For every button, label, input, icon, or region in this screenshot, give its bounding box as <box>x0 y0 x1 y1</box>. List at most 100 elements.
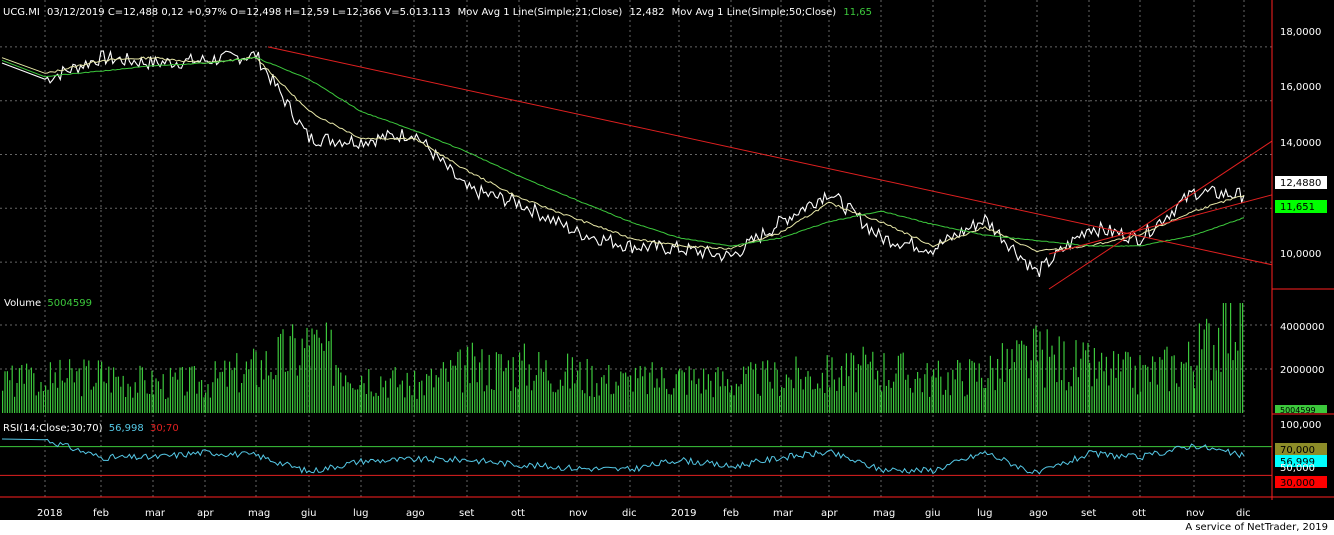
volume-bar <box>535 375 537 413</box>
volume-bar <box>1232 360 1234 413</box>
volume-bar <box>1164 349 1166 413</box>
volume-bar <box>155 378 157 413</box>
volume-bar <box>129 386 131 413</box>
rsi-lower-text: 30,000 <box>1280 478 1315 489</box>
volume-bar <box>785 374 787 413</box>
volume-bar <box>382 387 384 413</box>
volume-bar <box>1089 362 1091 413</box>
volume-bar <box>931 376 933 413</box>
volume-bar <box>809 376 811 413</box>
volume-bar <box>299 365 301 413</box>
volume-bar <box>361 376 363 413</box>
volume-bar <box>1018 344 1020 413</box>
volume-bar <box>275 375 277 413</box>
volume-bar <box>57 387 59 413</box>
volume-bar <box>605 383 607 413</box>
volume-bar <box>483 391 485 413</box>
volume-bar <box>531 390 533 413</box>
volume-bar <box>385 380 387 413</box>
volume-bar <box>1105 356 1107 413</box>
volume-bar <box>686 394 688 413</box>
volume-bar <box>1096 378 1098 413</box>
volume-bar <box>945 389 947 413</box>
volume-bar <box>528 364 530 413</box>
volume-bar <box>167 397 169 413</box>
volume-bar <box>1144 364 1146 413</box>
volume-bar <box>1139 355 1141 413</box>
x-tick-label: lug <box>977 508 992 519</box>
volume-bar <box>819 388 821 413</box>
volume-tick: 4000000 <box>1280 322 1325 333</box>
volume-bar <box>957 360 959 413</box>
volume-bar <box>76 371 78 413</box>
volume-bar <box>198 381 200 413</box>
volume-bar <box>550 383 552 413</box>
volume-bar <box>115 376 117 413</box>
ma50-line <box>1 57 1245 247</box>
volume-bar <box>781 387 783 413</box>
volume-bar <box>843 386 845 413</box>
volume-bar <box>471 342 473 413</box>
volume-bar <box>831 357 833 413</box>
volume-bar <box>193 366 195 413</box>
volume-bar <box>961 381 963 413</box>
volume-bar <box>586 359 588 413</box>
volume-bar <box>885 385 887 413</box>
volume-bar <box>964 396 966 413</box>
volume-bar <box>430 369 432 413</box>
volume-bar <box>681 370 683 413</box>
volume-bar <box>1215 370 1217 413</box>
volume-bar <box>790 379 792 413</box>
ma50-badge-text: 11,651 <box>1280 202 1315 213</box>
x-tick-label: set <box>1081 508 1096 519</box>
volume-bar <box>236 353 238 413</box>
volume-bar <box>639 366 641 413</box>
volume-bar <box>399 384 401 413</box>
volume-bar <box>1080 358 1082 413</box>
volume-bar <box>564 371 566 413</box>
volume-bar <box>217 378 219 413</box>
volume-bar <box>440 369 442 413</box>
x-tick-label: nov <box>569 508 587 519</box>
volume-bar <box>97 360 99 413</box>
volume-bar <box>555 392 557 413</box>
volume-bar <box>263 379 265 413</box>
volume-bar <box>387 397 389 413</box>
rsi-lower-badge <box>1275 476 1327 488</box>
volume-bar <box>821 372 823 413</box>
x-tick-label: feb <box>93 508 109 519</box>
volume-bar <box>897 355 899 413</box>
volume-bar <box>814 388 816 413</box>
volume-bar <box>1033 328 1035 413</box>
volume-bar <box>997 359 999 413</box>
volume-bar <box>49 362 51 413</box>
volume-bar <box>1056 382 1058 413</box>
volume-bar <box>212 382 214 413</box>
volume-bar <box>1030 360 1032 413</box>
rsi-upper-badge <box>1275 443 1327 455</box>
volume-bar <box>507 360 509 413</box>
volume-bar <box>81 396 83 413</box>
volume-bar <box>9 380 11 413</box>
volume-bar <box>377 395 379 413</box>
volume-bar <box>450 360 452 413</box>
volume-bar <box>447 381 449 413</box>
volume-bar <box>999 378 1001 413</box>
volume-bar <box>637 378 639 413</box>
volume-bar <box>860 365 862 413</box>
volume-bar <box>752 369 754 413</box>
volume-bar <box>1120 371 1122 413</box>
volume-bar <box>661 367 663 413</box>
volume-bar <box>1168 391 1170 413</box>
volume-bar <box>1239 303 1241 413</box>
volume-bar <box>328 341 330 413</box>
volume-bar <box>347 382 349 413</box>
volume-bar <box>658 387 660 413</box>
volume-bar <box>874 379 876 413</box>
volume-bar <box>757 393 759 413</box>
volume-bar <box>783 388 785 413</box>
volume-bar <box>125 397 127 413</box>
volume-label: Volume <box>4 298 41 309</box>
volume-bar <box>1061 380 1063 413</box>
volume-bar <box>1188 341 1190 413</box>
